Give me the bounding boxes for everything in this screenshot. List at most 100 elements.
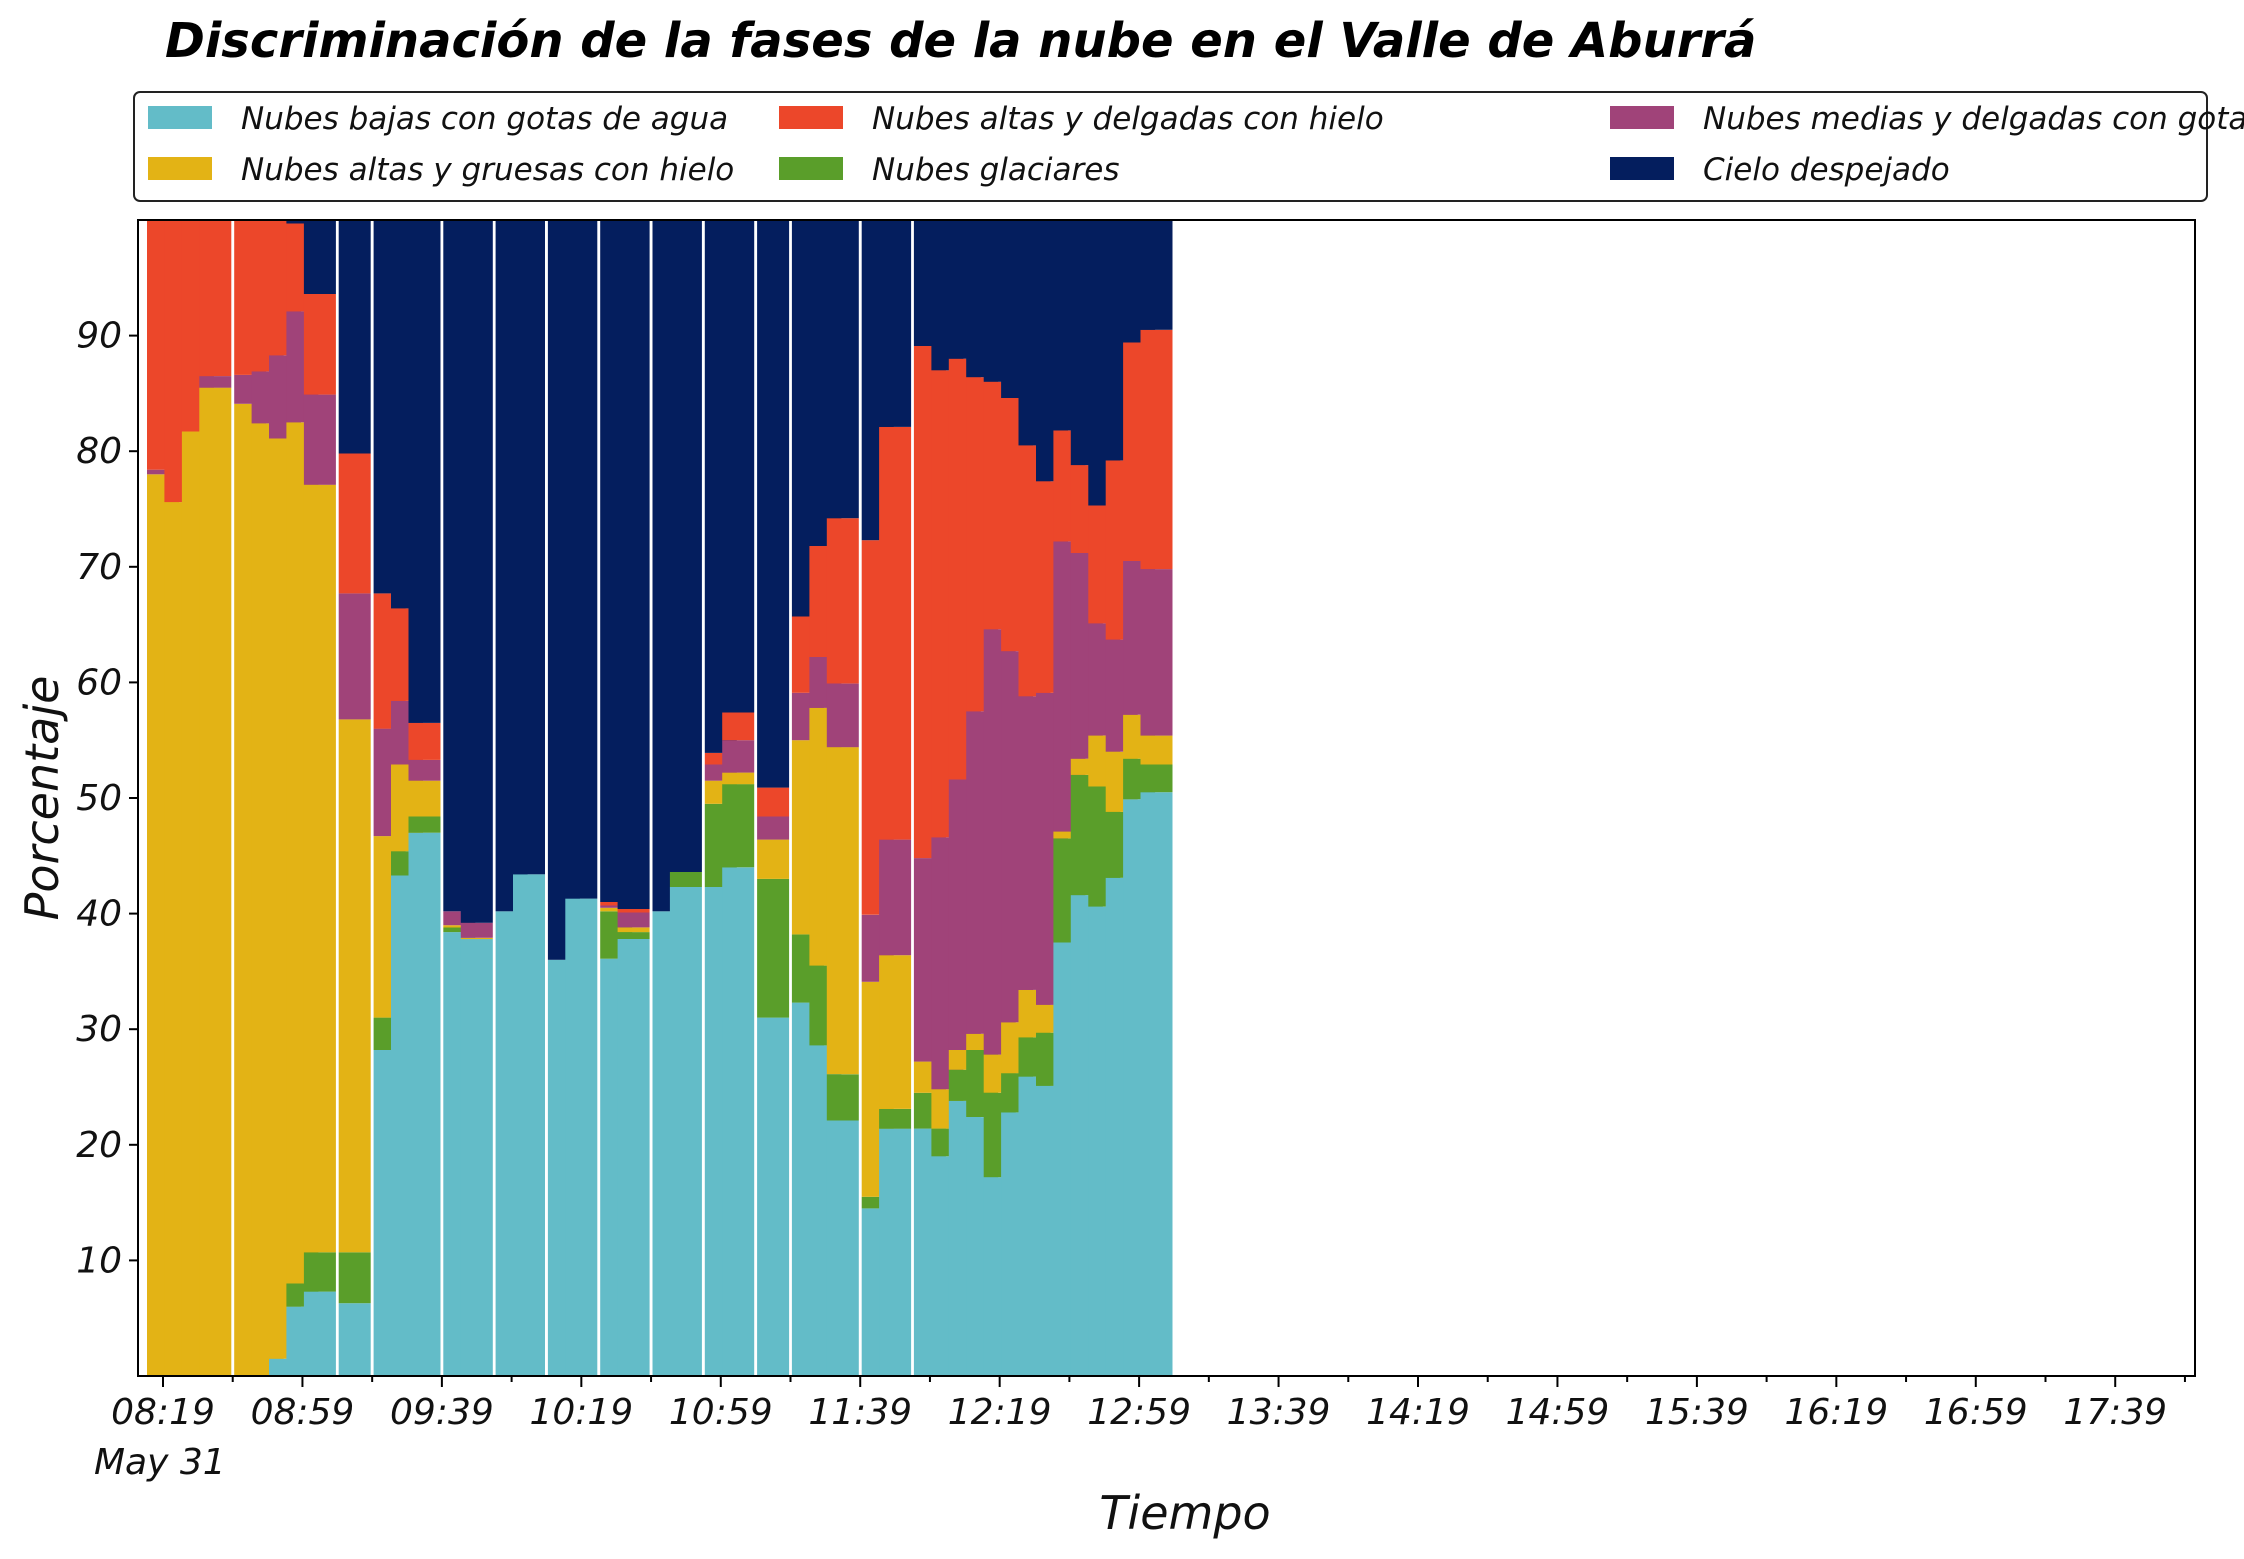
bar-segment-nubes-altas-y-delgadas-con-hielo <box>722 712 755 741</box>
y-tick-label: 40 <box>76 894 122 935</box>
y-tick-label: 80 <box>76 431 122 472</box>
bar-segment-nubes-bajas-con-gotas-de-agua <box>460 939 493 1376</box>
bar-segment-nubes-medias-y-delgadas-con-gotas-de-agua <box>617 912 650 928</box>
bar-segment-nubes-altas-y-delgadas-con-hielo <box>704 752 737 765</box>
bar-segment-cielo-despejado <box>338 220 371 454</box>
legend-item-nubes-altas-y-delgadas-con-hielo: Nubes altas y delgadas con hielo <box>779 101 1384 137</box>
bar-segment-nubes-bajas-con-gotas-de-agua <box>513 874 545 1376</box>
bar-0904 <box>303 220 336 1376</box>
bar-1034 <box>617 220 650 1376</box>
bar-segment-nubes-bajas-con-gotas-de-agua <box>826 1120 859 1376</box>
bar-1149 <box>879 220 912 1376</box>
legend-item-nubes-medias-y-delgadas-con-gotas-de-agua: Nubes medias y delgadas con gotas de agu… <box>1610 101 2244 137</box>
y-tick-label: 90 <box>76 316 122 357</box>
x-tick-label: 17:39 <box>2063 1392 2167 1433</box>
bar-segment-nubes-altas-y-gruesas-con-hielo <box>722 772 755 785</box>
bar-segment-nubes-glaciares <box>879 1109 912 1129</box>
bar-1134 <box>826 220 859 1376</box>
bar-segment-cielo-despejado <box>879 220 912 427</box>
x-tick-label: 13:39 <box>1227 1392 1331 1433</box>
bar-segment-cielo-despejado <box>460 220 493 923</box>
x-axis-date-label: May 31 <box>94 1442 226 1483</box>
legend-label: Nubes altas y delgadas con hielo <box>872 101 1384 137</box>
bar-segment-nubes-glaciares <box>757 878 790 1018</box>
bar-segment-nubes-altas-y-delgadas-con-hielo <box>1140 329 1173 570</box>
bar-segment-nubes-altas-y-delgadas-con-hielo <box>757 787 790 817</box>
bar-segment-nubes-medias-y-delgadas-con-gotas-de-agua <box>600 905 633 908</box>
legend-swatch <box>779 106 843 129</box>
bar-segment-cielo-despejado <box>408 220 441 723</box>
bar-segment-cielo-despejado <box>513 220 545 875</box>
x-tick-label: 14:19 <box>1366 1392 1470 1433</box>
bar-segment-cielo-despejado <box>757 220 790 788</box>
bar-segment-nubes-medias-y-delgadas-con-gotas-de-agua <box>147 469 179 475</box>
bar-segment-cielo-despejado <box>669 220 702 872</box>
x-tick-label: 12:59 <box>1087 1392 1191 1433</box>
bar-segment-nubes-medias-y-delgadas-con-gotas-de-agua <box>338 593 371 720</box>
bar-segment-nubes-bajas-con-gotas-de-agua <box>338 1303 371 1376</box>
bar-segment-nubes-glaciares <box>861 1196 894 1209</box>
bar-1104 <box>722 220 755 1376</box>
bar-segment-nubes-medias-y-delgadas-con-gotas-de-agua <box>199 376 232 388</box>
legend-item-nubes-glaciares: Nubes glaciares <box>779 152 1120 188</box>
legend-item-nubes-bajas-con-gotas-de-agua: Nubes bajas con gotas de agua <box>148 101 728 137</box>
bar-segment-nubes-medias-y-delgadas-con-gotas-de-agua <box>722 740 755 773</box>
bar-1004 <box>513 220 545 1376</box>
chart-title: Discriminación de la fases de la nube en… <box>165 13 1756 69</box>
bar-segment-nubes-altas-y-gruesas-con-hielo <box>408 780 441 817</box>
bar-segment-cielo-despejado <box>286 220 319 224</box>
plot-area: 10 20 30 40 50 60 70 80 90 08:19 08:59 09:39 10:19 1… <box>76 219 2196 1433</box>
legend-swatch <box>1610 106 1674 129</box>
legend-label: Nubes glaciares <box>872 152 1120 188</box>
bar-0914 <box>338 220 371 1376</box>
bar-0834 <box>199 220 232 1377</box>
bar-segment-nubes-altas-y-gruesas-con-hielo <box>826 747 859 1075</box>
bar-segment-nubes-glaciares <box>303 1252 336 1292</box>
x-tick-label: 09:39 <box>390 1392 494 1433</box>
bar-segment-nubes-altas-y-gruesas-con-hielo <box>443 925 476 928</box>
bar-1019 <box>565 220 598 1376</box>
y-tick-label: 50 <box>76 778 122 819</box>
bar-segment-cielo-despejado <box>722 220 755 713</box>
bar-segment-nubes-altas-y-gruesas-con-hielo <box>1140 735 1173 765</box>
x-tick-label: 16:19 <box>1784 1392 1888 1433</box>
legend-item-cielo-despejado: Cielo despejado <box>1610 152 1950 188</box>
x-tick-label: 08:59 <box>251 1392 355 1433</box>
bar-segment-nubes-altas-y-delgadas-con-hielo <box>199 220 232 377</box>
legend-label: Nubes medias y delgadas con gotas de agu… <box>1703 101 2244 137</box>
x-tick-label: 11:39 <box>808 1392 912 1433</box>
bar-segment-cielo-despejado <box>1140 220 1173 330</box>
bar-segment-nubes-altas-y-gruesas-con-hielo <box>617 927 650 933</box>
bar-segment-nubes-altas-y-gruesas-con-hielo <box>1053 831 1086 839</box>
bar-segment-nubes-glaciares <box>408 816 441 833</box>
bar-segment-nubes-medias-y-delgadas-con-gotas-de-agua <box>879 839 912 956</box>
bar-segment-nubes-altas-y-delgadas-con-hielo <box>826 518 859 684</box>
bar-0949 <box>460 220 493 1376</box>
bar-segment-nubes-bajas-con-gotas-de-agua <box>879 1128 912 1376</box>
bar-1304 <box>1140 220 1173 1376</box>
x-tick-label: 14:59 <box>1506 1392 1610 1433</box>
bar-segment-nubes-bajas-con-gotas-de-agua <box>722 867 755 1376</box>
bar-segment-nubes-glaciares <box>443 927 476 933</box>
bar-segment-nubes-altas-y-delgadas-con-hielo <box>338 453 371 594</box>
bar-segment-nubes-glaciares <box>826 1074 859 1121</box>
bar-segment-nubes-bajas-con-gotas-de-agua <box>669 887 702 1376</box>
y-tick-label: 20 <box>76 1125 122 1166</box>
x-tick-label: 16:59 <box>1924 1392 2028 1433</box>
y-tick-label: 60 <box>76 662 122 703</box>
bar-segment-nubes-bajas-con-gotas-de-agua <box>303 1291 336 1376</box>
bar-segment-nubes-bajas-con-gotas-de-agua <box>617 939 650 1376</box>
bar-segment-nubes-altas-y-gruesas-con-hielo <box>199 387 232 1377</box>
bar-segment-nubes-altas-y-gruesas-con-hielo <box>757 839 790 879</box>
legend: Nubes bajas con gotas de agua Nubes altas… <box>133 91 2244 202</box>
bar-segment-nubes-bajas-con-gotas-de-agua <box>565 898 598 1376</box>
legend-swatch <box>148 157 212 180</box>
bar-segment-nubes-altas-y-gruesas-con-hielo <box>303 484 336 1253</box>
bar-segment-nubes-medias-y-delgadas-con-gotas-de-agua <box>1140 569 1173 736</box>
bar-segment-cielo-despejado <box>826 220 859 519</box>
bar-segment-nubes-medias-y-delgadas-con-gotas-de-agua <box>460 922 493 938</box>
y-tick-label: 10 <box>76 1240 122 1281</box>
y-axis-label: Porcentaje <box>15 676 69 921</box>
bar-segment-nubes-medias-y-delgadas-con-gotas-de-agua <box>757 816 790 840</box>
